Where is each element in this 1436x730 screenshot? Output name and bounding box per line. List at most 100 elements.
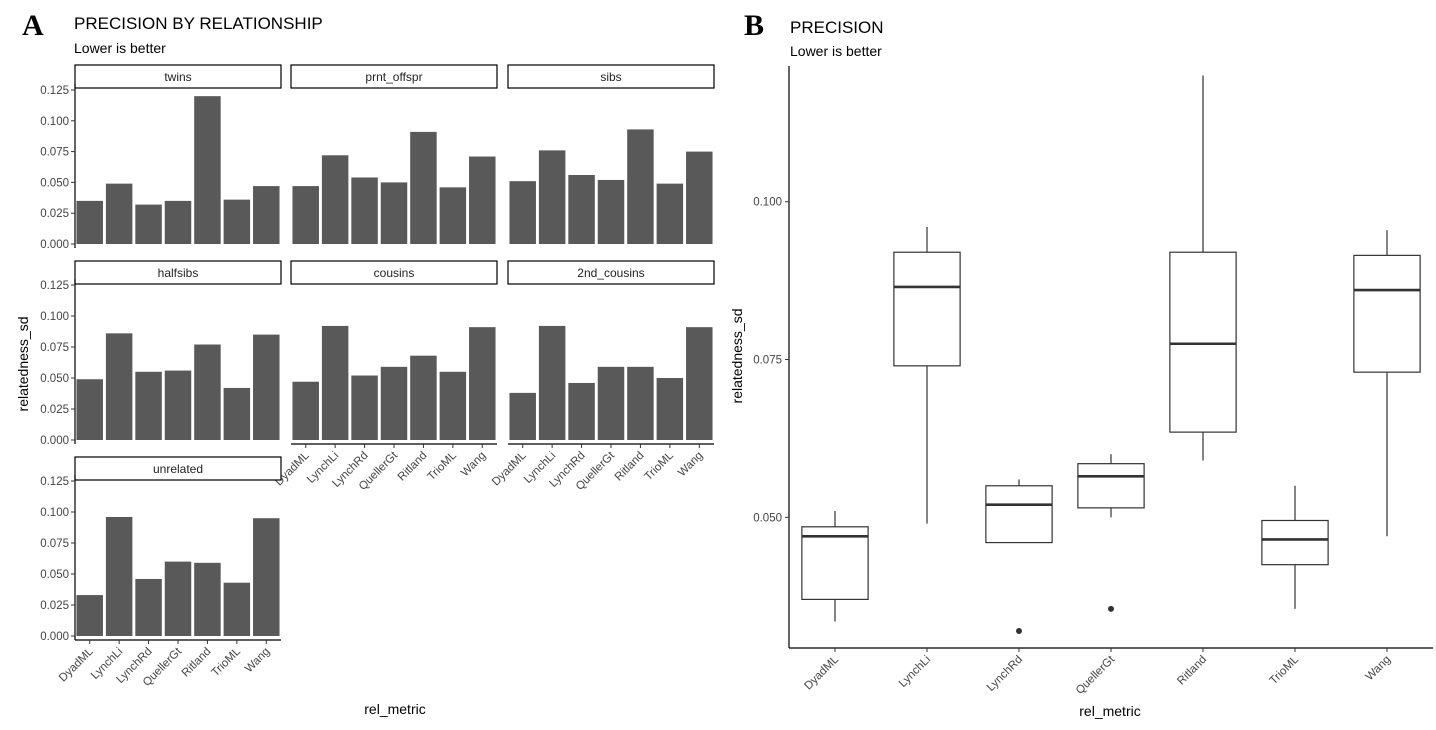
panel-b-title: PRECISION	[790, 18, 884, 37]
bar	[538, 150, 566, 244]
bar	[509, 181, 536, 244]
bar	[627, 129, 654, 244]
facet-strip	[74, 64, 282, 89]
panel-b-letter: B	[744, 9, 764, 42]
panel-a-y-axis-title: relatedness_sd	[15, 317, 31, 412]
bar	[686, 151, 713, 244]
bar	[568, 382, 595, 440]
bar	[627, 366, 654, 440]
bar	[351, 375, 378, 440]
panel-a-subtitle: Lower is better	[74, 40, 166, 56]
bar	[469, 327, 496, 440]
x-tick-label: DyadML	[57, 645, 96, 684]
x-tick-label: Wang	[676, 450, 705, 479]
bar	[164, 370, 192, 440]
y-tick-label: 0.050	[753, 512, 782, 524]
y-tick-label: 0.100	[753, 197, 782, 209]
x-tick-label: LynchLi	[897, 654, 933, 690]
y-tick-label: 0.075	[40, 147, 69, 159]
bar	[538, 325, 566, 440]
panel-a-title: PRECISION BY RELATIONSHIP	[74, 14, 323, 33]
bar	[656, 378, 684, 440]
bar	[321, 325, 349, 440]
facet-strip-label: unrelated	[153, 462, 203, 476]
bar	[469, 156, 496, 244]
facet-strip	[507, 260, 715, 285]
box	[985, 485, 1053, 544]
bar	[76, 379, 103, 440]
panel-a-x-axis-title: rel_metric	[364, 701, 425, 717]
bar	[656, 183, 684, 244]
outlier-point	[1016, 627, 1022, 634]
box	[1077, 463, 1145, 509]
box	[893, 251, 961, 367]
y-tick-label: 0.100	[40, 116, 69, 128]
bar	[223, 582, 251, 636]
panel-b-subtitle: Lower is better	[790, 43, 882, 59]
bar	[321, 155, 349, 244]
bar	[439, 187, 467, 244]
x-tick-label: Wang	[1364, 654, 1393, 683]
facet-strip	[507, 64, 715, 89]
bar	[194, 96, 221, 244]
facet-strip-label: sibs	[600, 70, 621, 84]
y-tick-label: 0.025	[40, 208, 69, 220]
bar	[686, 327, 713, 440]
x-tick-label: LynchRd	[985, 654, 1025, 694]
y-tick-label: 0.025	[40, 404, 69, 416]
x-tick-label: Wang	[243, 646, 272, 675]
box	[1353, 254, 1421, 373]
bar	[253, 186, 280, 244]
y-tick-label: 0.025	[40, 600, 69, 612]
boxplot-panel: 0.050 0.075 0.100 DyadML LynchLi LynchRd Quell…	[753, 66, 1433, 697]
bar	[509, 392, 536, 440]
bar	[380, 366, 408, 440]
bar	[439, 371, 467, 440]
y-tick-label: 0.050	[40, 177, 69, 189]
y-tick-label: 0.125	[40, 476, 69, 488]
facet-strip-label: twins	[164, 70, 191, 84]
x-tick-label: Ritland	[1175, 654, 1209, 688]
bar	[253, 518, 280, 636]
facet-strip-label: 2nd_cousins	[577, 266, 644, 280]
y-tick-label: 0.075	[40, 538, 69, 550]
bar	[253, 334, 280, 440]
bar	[164, 561, 192, 636]
facet-strip-label: cousins	[374, 266, 415, 280]
y-tick-label: 0.000	[40, 631, 69, 643]
facet-strip	[290, 260, 498, 285]
x-tick-label: Wang	[459, 450, 488, 479]
x-tick-label: Ritland	[396, 450, 430, 484]
bar	[597, 179, 625, 244]
facet-grid: twins 0.000 0.025 0.050 0.075 0.100 0.125 prnt_…	[40, 64, 715, 689]
bar	[410, 355, 437, 440]
facet-strip-label: prnt_offspr	[365, 70, 422, 84]
outlier-point	[1108, 605, 1114, 612]
bar	[292, 186, 319, 244]
y-tick-label: 0.050	[40, 569, 69, 581]
y-tick-label: 0.075	[40, 342, 69, 354]
facet-strip	[74, 260, 282, 285]
y-tick-label: 0.100	[40, 507, 69, 519]
bar	[410, 131, 437, 244]
bar	[568, 175, 595, 244]
bar	[380, 182, 408, 244]
bar	[351, 177, 378, 244]
bar	[135, 204, 162, 244]
bar	[76, 200, 103, 244]
x-tick-label: TrioML	[209, 645, 243, 679]
bar	[164, 200, 192, 244]
x-tick-label: TrioML	[642, 449, 676, 483]
y-tick-label: 0.050	[40, 373, 69, 385]
x-tick-label: TrioML	[1268, 653, 1302, 687]
x-tick-label: Ritland	[613, 450, 647, 484]
facet-strip	[290, 64, 498, 89]
x-tick-label: TrioML	[425, 449, 459, 483]
bar	[194, 562, 221, 636]
y-tick-label: 0.100	[40, 311, 69, 323]
x-tick-label: QuellerGt	[1074, 653, 1118, 697]
bar	[194, 344, 221, 440]
y-tick-label: 0.125	[40, 85, 69, 97]
bar	[597, 366, 625, 440]
